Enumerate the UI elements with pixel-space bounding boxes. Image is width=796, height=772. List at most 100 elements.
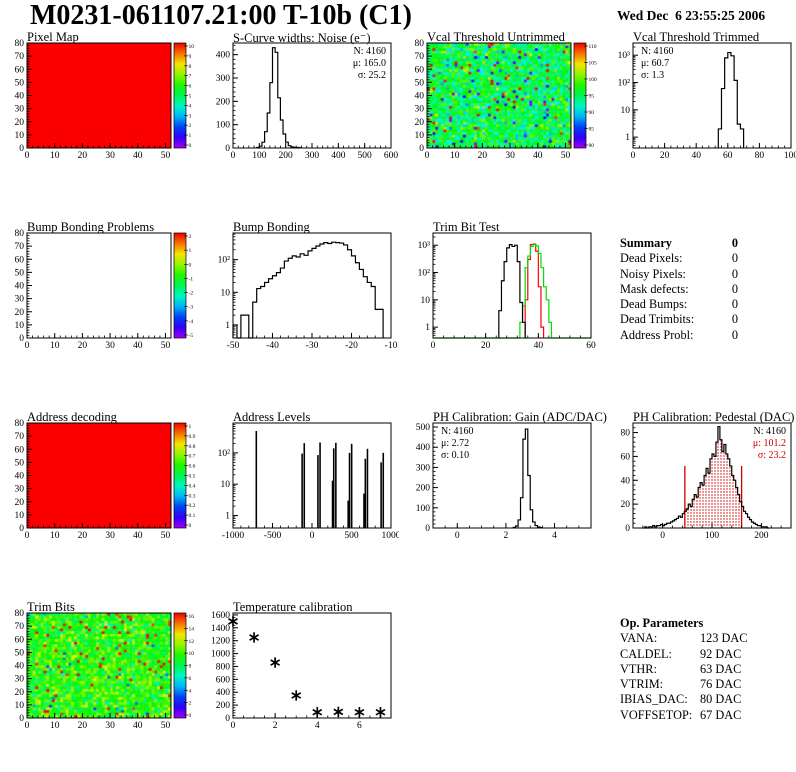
svg-text:2: 2 [273,721,278,731]
svg-text:0: 0 [231,151,236,161]
svg-text:12: 12 [189,639,195,645]
svg-text:20: 20 [78,531,88,541]
svg-text:30: 30 [505,151,515,161]
svg-text:10²: 10² [618,79,631,89]
svg-text:10: 10 [50,341,60,351]
svg-text:20: 20 [660,151,670,161]
chart-title-bump-bonding: Bump Bonding [233,220,310,234]
svg-text:-5: -5 [189,333,194,339]
svg-text:80: 80 [589,143,595,149]
chart-cell-bump-bonding-problems: Bump Bonding Problems 0 10 20 30 40 50 0 10 20 30 4… [0,220,199,370]
svg-text:9: 9 [189,54,192,60]
svg-text:10: 10 [15,701,25,711]
svg-text:85: 85 [589,127,595,133]
svg-text:0.5: 0.5 [189,474,196,480]
svg-text:μ: 60.7: μ: 60.7 [641,58,669,69]
svg-text:40: 40 [533,151,543,161]
svg-text:-10: -10 [385,341,398,351]
svg-text:20: 20 [415,118,425,128]
svg-text:10²: 10² [218,449,231,459]
bump-bonding-plot: -50 -40 -30 -20 -10 1 10 10² [218,232,398,351]
svg-text:0: 0 [419,144,424,154]
svg-text:0.3: 0.3 [189,493,196,499]
svg-text:70: 70 [15,622,25,632]
svg-text:80: 80 [415,39,425,49]
scurve-noise-plot: 0 100 200 300 400 500 600 0 100 200 300 400 N: 4160μ… [216,42,398,161]
svg-text:90: 90 [589,110,595,116]
svg-text:1: 1 [225,512,230,522]
svg-text:0: 0 [25,721,30,731]
svg-text:10: 10 [50,721,60,731]
svg-text:60: 60 [586,341,596,351]
svg-text:1: 1 [625,133,630,143]
op-parameters-block: Op. Parameters VANA: 123 DAC CALDEL: 92 DA… [620,616,780,723]
svg-text:70: 70 [15,242,25,252]
svg-text:400: 400 [216,51,231,61]
svg-text:0: 0 [25,151,30,161]
svg-text:0.9: 0.9 [189,434,196,440]
svg-text:0: 0 [455,531,460,541]
svg-text:μ: 165.0: μ: 165.0 [353,58,386,69]
svg-text:80: 80 [15,419,25,429]
svg-text:6: 6 [357,721,362,731]
svg-text:70: 70 [415,52,425,62]
svg-text:400: 400 [416,443,431,453]
svg-text:80: 80 [621,429,631,439]
chart-cell-scurve-noise: S-Curve widths: Noise (e⁻) 0 100 200 300 400 5… [200,30,399,180]
svg-text:60: 60 [15,445,25,455]
svg-text:0: 0 [225,714,230,724]
chart-title-bump-bonding-problems: Bump Bonding Problems [27,220,155,234]
svg-text:20: 20 [621,500,631,510]
svg-text:10: 10 [50,531,60,541]
svg-text:20: 20 [15,308,25,318]
svg-text:6: 6 [189,676,192,682]
svg-text:40: 40 [15,92,25,102]
svg-text:4: 4 [552,531,557,541]
svg-text:0: 0 [189,262,192,268]
svg-text:N: 4160: N: 4160 [754,426,787,437]
svg-text:1000: 1000 [211,650,230,660]
svg-text:3: 3 [189,113,192,119]
svg-text:4: 4 [315,721,320,731]
op-row-vthr: VTHR: 63 DAC [620,661,742,676]
svg-text:14: 14 [189,626,195,632]
address-levels-plot: -1000 -500 0 500 1000 1 10 10² [218,422,399,541]
svg-text:400: 400 [216,688,231,698]
chart-cell-vcal-untrimmed: Vcal Threshold Untrimmed 0 10 20 30 40 50 0 10 20… [400,30,599,180]
svg-text:N: 4160: N: 4160 [441,426,474,437]
svg-text:2: 2 [189,234,192,240]
svg-text:30: 30 [15,105,25,115]
svg-text:10: 10 [15,131,25,141]
chart-title-ph-gain: PH Calibration: Gain (ADC/DAC) [433,410,607,424]
svg-text:60: 60 [415,65,425,75]
chart-title-address-levels: Address Levels [233,410,311,424]
svg-text:80: 80 [15,39,25,49]
summary-row-noisy-pixels: Noisy Pixels: 0 [620,266,738,281]
svg-text:500: 500 [344,531,359,541]
svg-text:40: 40 [133,341,143,351]
trim-bits-heatmap [27,613,171,718]
svg-text:10: 10 [50,151,60,161]
svg-text:σ: 0.10: σ: 0.10 [441,450,469,461]
timestamp: Wed Dec 6 23:55:25 2006 [617,8,766,23]
svg-text:60: 60 [723,151,733,161]
svg-text:2: 2 [189,123,192,129]
svg-text:0: 0 [189,143,192,149]
svg-text:70: 70 [15,52,25,62]
svg-text:0: 0 [25,531,30,541]
svg-text:-2: -2 [189,291,194,297]
svg-text:10: 10 [15,321,25,331]
svg-text:10²: 10² [418,269,431,279]
svg-text:10: 10 [450,151,460,161]
svg-text:40: 40 [15,282,25,292]
svg-text:-30: -30 [306,341,319,351]
svg-text:20: 20 [78,721,88,731]
svg-text:200: 200 [754,531,769,541]
svg-text:300: 300 [416,463,431,473]
chart-title-scurve-noise: S-Curve widths: Noise (e⁻) [233,31,371,45]
